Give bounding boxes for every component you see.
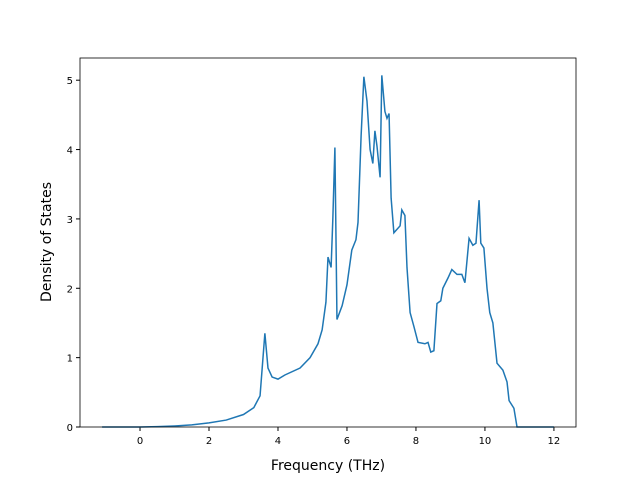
y-tick-label: 1 <box>67 354 73 365</box>
y-tick-label: 2 <box>67 284 73 295</box>
x-axis-label: Frequency (THz) <box>271 458 385 474</box>
plot-frame <box>79 57 577 428</box>
x-tick-label: 12 <box>548 436 561 447</box>
x-tick-label: 10 <box>479 436 492 447</box>
line <box>102 75 554 428</box>
y-tick-label: 4 <box>67 146 73 157</box>
x-tick-label: 8 <box>413 436 419 447</box>
x-tick-label: 0 <box>137 436 143 447</box>
x-tick-label: 6 <box>344 436 350 447</box>
y-tick-label: 5 <box>67 76 73 87</box>
x-tick-label: 4 <box>275 436 281 447</box>
y-tick-label: 3 <box>67 215 73 226</box>
y-axis-label: Density of States <box>39 182 55 302</box>
y-tick-label: 0 <box>67 423 73 434</box>
x-tick-label: 2 <box>206 436 212 447</box>
